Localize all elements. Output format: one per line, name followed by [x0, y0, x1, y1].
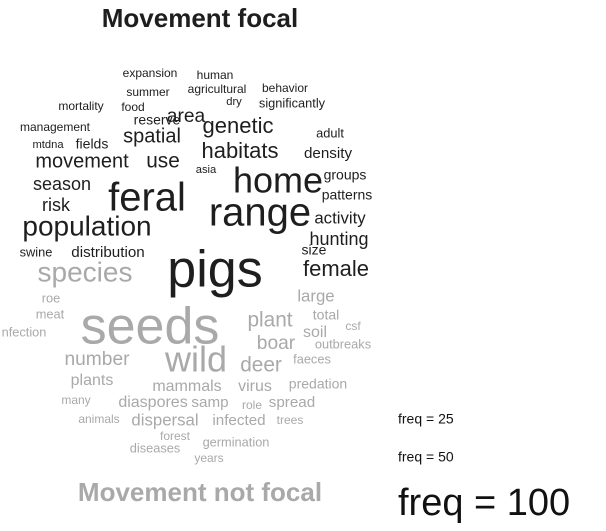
word: activity [314, 208, 366, 227]
word: diaspores [118, 394, 187, 411]
word: management [20, 120, 91, 134]
word: role [242, 398, 262, 412]
word: patterns [322, 187, 373, 203]
group-title: Movement not focal [78, 477, 322, 507]
word: large [297, 286, 334, 305]
word: hunting [309, 229, 368, 249]
word: reserve [134, 112, 181, 128]
word: germination [203, 434, 270, 449]
word: female [303, 256, 369, 281]
group-title: Movement focal [102, 3, 299, 33]
word: many [61, 393, 90, 407]
word: plant [247, 309, 292, 332]
word: diseases [130, 440, 181, 455]
word: season [33, 174, 91, 194]
word: total [313, 307, 339, 323]
legend-entry: freq = 25 [398, 411, 454, 427]
word: meat [36, 306, 65, 321]
word: summer [126, 85, 169, 99]
word: predation [289, 376, 347, 392]
word: density [304, 145, 353, 162]
legend-entry: freq = 100 [398, 482, 570, 524]
word: nfection [2, 324, 47, 339]
word: dry [226, 96, 242, 108]
word: csf [345, 319, 361, 333]
word: mammals [152, 378, 221, 395]
word: species [38, 256, 133, 287]
word: distribution [71, 244, 144, 261]
word: expansion [123, 66, 178, 80]
word: significantly [259, 95, 326, 110]
word: habitats [201, 138, 278, 163]
word: animals [78, 412, 119, 426]
word: virus [238, 378, 272, 395]
word: groups [324, 167, 367, 183]
word: samp [191, 394, 228, 411]
word: adult [316, 125, 344, 140]
word: area [167, 106, 206, 127]
word: use [146, 150, 180, 173]
word: trees [277, 413, 304, 427]
word: faeces [293, 351, 331, 366]
word: years [194, 451, 223, 465]
word: food [121, 100, 144, 114]
word: population [22, 210, 151, 241]
word: dispersal [131, 410, 198, 429]
word: swine [20, 244, 53, 259]
word: mtdna [32, 139, 64, 151]
word: mortality [58, 99, 103, 113]
word: risk [42, 195, 71, 215]
word: wild [164, 339, 227, 380]
word: movement [35, 150, 129, 172]
word: genetic [203, 113, 274, 138]
word: agricultural [188, 82, 247, 96]
word: soil [303, 324, 327, 341]
word: human [197, 68, 234, 82]
word: boar [257, 333, 296, 354]
word: size [302, 242, 327, 258]
word: range [209, 191, 311, 235]
word: seeds [81, 298, 220, 356]
word: home [233, 160, 323, 201]
word: spatial [123, 125, 181, 147]
legend-entry: freq = 50 [398, 449, 454, 465]
word: infected [212, 412, 265, 429]
word: spread [269, 394, 315, 411]
word: asia [196, 164, 217, 176]
word: feral [108, 176, 186, 220]
word: forest [160, 429, 191, 443]
word: outbreaks [315, 336, 371, 351]
word: plants [71, 372, 114, 389]
word: fields [76, 136, 109, 152]
word: number [64, 349, 130, 370]
word: deer [240, 354, 282, 377]
word: roe [42, 290, 61, 305]
word: pigs [167, 241, 262, 299]
word: behavior [262, 81, 308, 95]
